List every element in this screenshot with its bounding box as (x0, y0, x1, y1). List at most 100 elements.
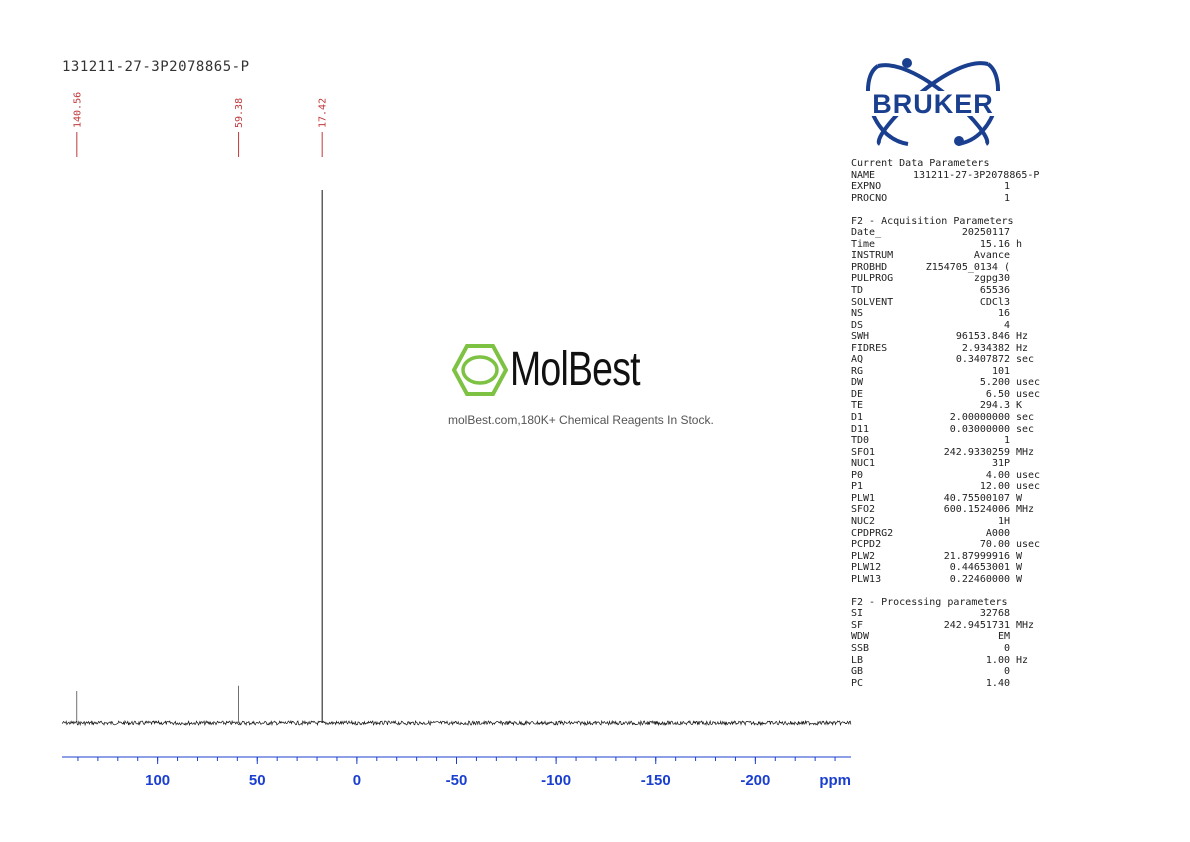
param-unit: W (1016, 492, 1023, 504)
param-row: DS 4 (851, 320, 1040, 332)
param-value: 16 (997, 308, 1010, 320)
molbest-hexagon-icon (452, 344, 508, 396)
param-key: P1 (851, 481, 864, 493)
x-axis-major-ticks: 100 50 0 -50 -100 -150 -200 (145, 757, 770, 789)
param-row: SWH 96153.846 Hz (851, 331, 1040, 343)
param-key: P0 (851, 469, 864, 481)
param-value: 32768 (979, 608, 1010, 620)
param-key: DE (851, 388, 864, 400)
param-value: 131211-27-3P2078865-P (913, 169, 1040, 181)
param-value: 40.75500107 (943, 492, 1010, 504)
param-unit (1010, 631, 1016, 643)
param-row: PLW12 0.44653001 W (851, 562, 1040, 574)
param-unit: usec (1016, 388, 1041, 400)
param-section-title: F2 - Acquisition Parameters (851, 215, 1014, 227)
tick-label: 0 (353, 772, 361, 789)
peak-label: 140.56 (72, 92, 83, 128)
param-value: 1 (1003, 181, 1010, 193)
param-value: 294.3 (979, 400, 1010, 412)
param-value: 242.9330259 (943, 446, 1010, 458)
param-unit: MHz (1016, 504, 1035, 516)
x-axis-minor-ticks (77, 757, 836, 761)
param-unit: sec (1016, 412, 1035, 424)
param-key: D1 (851, 412, 864, 424)
param-key: D11 (851, 423, 870, 435)
param-key: NAME (851, 169, 876, 181)
param-key: PULPROG (851, 273, 894, 285)
param-row: NS 16 (851, 308, 1040, 320)
param-value: A000 (985, 527, 1010, 539)
x-axis: 100 50 0 -50 -100 -150 -200 ppm (62, 756, 851, 789)
param-key: SFO1 (851, 446, 876, 458)
bruker-logo: BRUKER (850, 58, 1016, 146)
param-row: P1 12.00 usec (851, 481, 1040, 493)
param-row: SOLVENT CDCl3 (851, 297, 1040, 309)
param-key: PCPD2 (851, 539, 882, 551)
param-unit: K (1016, 400, 1023, 412)
param-key: PLW12 (851, 562, 882, 574)
param-row: PROCNO 1 (851, 193, 1040, 205)
param-row: TE 294.3 K (851, 400, 1040, 412)
param-value: 0.3407872 (955, 354, 1010, 366)
param-row: LB 1.00 Hz (851, 655, 1040, 667)
param-unit: usec (1016, 481, 1041, 493)
param-value: 0 (1003, 642, 1010, 654)
param-value: 2.00000000 (949, 412, 1010, 424)
param-key: RG (851, 365, 864, 377)
param-row: SFO1 242.9330259 MHz (851, 447, 1040, 459)
param-row: AQ 0.3407872 sec (851, 354, 1040, 366)
param-row: NUC2 1H (851, 516, 1040, 528)
param-unit (1010, 308, 1016, 320)
param-unit (1010, 666, 1016, 678)
param-row: CPDPRG2 A000 (851, 528, 1040, 540)
param-key: PLW2 (851, 550, 876, 562)
param-unit: Hz (1016, 331, 1029, 343)
x-axis-unit-label: ppm (819, 772, 851, 789)
param-unit: W (1016, 562, 1023, 574)
param-unit (1010, 227, 1016, 239)
tick-label: -100 (541, 772, 571, 789)
param-key: EXPNO (851, 181, 882, 193)
param-value: 12.00 (979, 481, 1010, 493)
param-key: PROCNO (851, 192, 888, 204)
param-value: 600.1524006 (943, 504, 1010, 516)
param-row: WDW EM (851, 631, 1040, 643)
param-unit: usec (1016, 469, 1041, 481)
param-key: NS (851, 308, 864, 320)
param-value: Avance (973, 250, 1010, 262)
peak-label: 17.42 (318, 98, 329, 128)
param-unit: MHz (1016, 446, 1035, 458)
param-unit: W (1016, 550, 1023, 562)
param-unit (1010, 458, 1016, 470)
param-row: SF 242.9451731 MHz (851, 620, 1040, 632)
param-row: PLW2 21.87999916 W (851, 551, 1040, 563)
param-row: GB 0 (851, 666, 1040, 678)
param-key: NUC2 (851, 515, 876, 527)
param-unit (1010, 528, 1016, 540)
param-row: PCPD2 70.00 usec (851, 539, 1040, 551)
param-row: PROBHD Z154705_0134 ( (851, 262, 1040, 274)
tick-label: 100 (145, 772, 170, 789)
param-unit (1010, 643, 1016, 655)
param-value: 1.40 (985, 677, 1010, 689)
param-key: PC (851, 677, 864, 689)
param-value: 4 (1003, 319, 1010, 331)
param-value: 5.200 (979, 377, 1010, 389)
param-unit (1010, 262, 1016, 274)
param-value: 20250117 (961, 227, 1010, 239)
param-value: zgpg30 (973, 273, 1010, 285)
param-unit: Hz (1016, 342, 1029, 354)
param-unit: sec (1016, 423, 1035, 435)
param-unit (1010, 181, 1016, 193)
param-unit (1010, 608, 1016, 620)
peak-label: 59.38 (234, 98, 245, 128)
param-key: SI (851, 608, 864, 620)
param-key: AQ (851, 354, 864, 366)
section-spacer (851, 585, 1040, 597)
molbest-tagline: molBest.com,180K+ Chemical Reagents In S… (448, 413, 714, 427)
param-value: 1H (997, 515, 1010, 527)
param-unit: Hz (1016, 654, 1029, 666)
param-row: SFO2 600.1524006 MHz (851, 504, 1040, 516)
param-row: INSTRUM Avance (851, 250, 1040, 262)
